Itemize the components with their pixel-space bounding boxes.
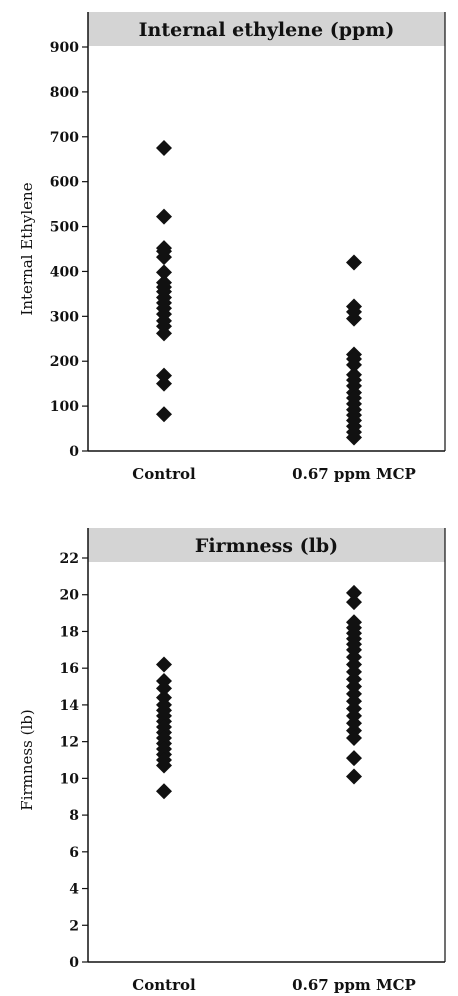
chart-1-y-tick-label: 900 (50, 40, 79, 56)
chart-1-data-point (346, 429, 362, 446)
chart-1-y-tick-label: 800 (50, 85, 79, 101)
chart-1-y-tick-label: 300 (50, 309, 79, 325)
chart-1-y-axis-label: Internal Ethylene (18, 182, 36, 315)
chart-2-data-point (346, 584, 362, 601)
chart-1-title: Internal ethylene (ppm) (139, 19, 395, 41)
chart-2-y-tick-label: 16 (60, 661, 79, 677)
chart-2-data-point (346, 594, 362, 611)
chart-1-y-tick-label: 0 (69, 444, 79, 460)
chart-2-y-tick-label: 14 (60, 698, 80, 714)
chart-2-y-tick-label: 6 (69, 845, 79, 861)
chart-1-data-point (156, 367, 172, 384)
chart-2-y-tick-label: 22 (60, 551, 79, 567)
chart-2-title: Firmness (lb) (195, 535, 338, 557)
chart-1-data-point (156, 406, 172, 423)
chart-2-y-tick-label: 18 (60, 624, 79, 640)
chart-2-category-label: Control (132, 976, 196, 994)
chart-2-data-point (156, 680, 172, 697)
chart-1-data-point (156, 140, 172, 156)
chart-2-data-point (156, 656, 172, 673)
chart-1-y-tick-label: 100 (50, 399, 79, 415)
chart-2-data-point (346, 750, 362, 767)
chart-2-y-tick-label: 0 (69, 955, 79, 971)
chart-1-data-point (346, 356, 362, 373)
chart-2-data-point (346, 729, 362, 746)
chart-1-y-tick-label: 200 (50, 354, 79, 370)
chart-1-data-point (156, 208, 172, 225)
chart-1-data-point (346, 254, 362, 271)
chart-1-data-point (156, 375, 172, 392)
chart-1-y-tick-label: 600 (50, 175, 79, 191)
chart-1-category-label: 0.67 ppm MCP (292, 465, 416, 483)
chart-2-data-point (156, 783, 172, 800)
chart-2-data-point (346, 768, 362, 785)
chart-1-data-point (346, 310, 362, 327)
chart-2-data-point (156, 757, 172, 774)
chart-1-data-point (156, 325, 172, 342)
chart-2-title-band (88, 528, 445, 562)
chart-2-y-tick-label: 10 (60, 771, 80, 787)
chart-2-y-tick-label: 20 (60, 588, 80, 604)
chart-2-y-tick-label: 8 (69, 808, 79, 824)
chart-2-y-tick-label: 2 (69, 918, 79, 934)
chart-2-y-axis-label: Firmness (lb) (18, 709, 36, 810)
chart-1-data-point (156, 249, 172, 266)
chart-2-category-label: 0.67 ppm MCP (292, 976, 416, 994)
chart-1-y-tick-label: 400 (50, 264, 79, 280)
chart-1-data-point (156, 264, 172, 281)
chart-1-y-tick-label: 700 (50, 130, 79, 146)
chart-1-title-band (88, 12, 445, 46)
chart-2-y-tick-label: 12 (60, 735, 79, 751)
chart-1-y-tick-label: 500 (50, 220, 79, 236)
chart-1-category-label: Control (132, 465, 196, 483)
chart-2-y-tick-label: 4 (69, 882, 79, 898)
